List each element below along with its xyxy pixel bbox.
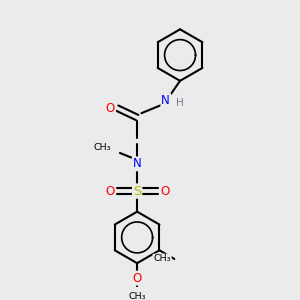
Text: O: O [133, 272, 142, 285]
Text: N: N [133, 158, 142, 170]
Text: H: H [176, 98, 183, 108]
Text: O: O [106, 101, 115, 115]
Text: CH₃: CH₃ [153, 254, 171, 263]
Text: CH₃: CH₃ [94, 143, 111, 152]
Text: S: S [133, 184, 141, 198]
Text: N: N [161, 94, 170, 107]
Text: CH₃: CH₃ [128, 292, 146, 300]
Text: O: O [105, 184, 114, 198]
Text: O: O [160, 184, 169, 198]
